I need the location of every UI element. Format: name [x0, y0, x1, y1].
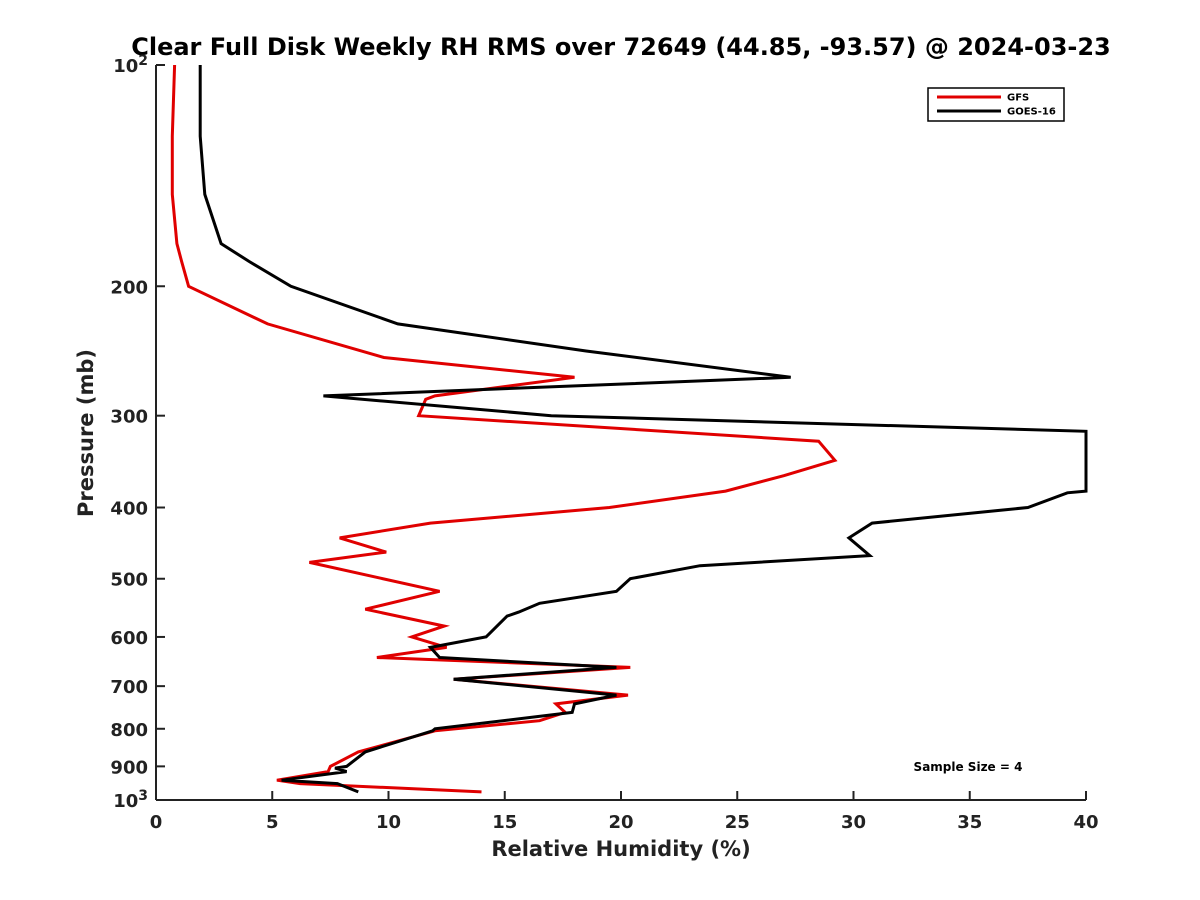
legend-label: GFS — [1007, 93, 1029, 104]
plot-area — [155, 65, 1086, 801]
chart-title: Clear Full Disk Weekly RH RMS over 72649… — [131, 33, 1111, 61]
y-tick-label: 600 — [110, 628, 148, 649]
legend: GFS GOES-16 — [927, 87, 1065, 122]
series-layer — [170, 64, 1088, 794]
x-tick-label: 5 — [266, 812, 279, 833]
x-tick-label: 15 — [492, 812, 517, 833]
x-tick-label: 35 — [957, 812, 982, 833]
y-axis-ticks: 102 200 300 400 500 600 700 800 900 103 — [110, 53, 165, 812]
x-axis-label: Relative Humidity (%) — [491, 837, 750, 861]
y-axis-label: Pressure (mb) — [74, 349, 98, 517]
x-tick-label: 25 — [725, 812, 750, 833]
x-tick-label: 20 — [608, 812, 633, 833]
x-tick-label: 30 — [841, 812, 866, 833]
x-tick-label: 40 — [1073, 812, 1098, 833]
y-tick-label: 900 — [110, 757, 148, 778]
x-axis-ticks: 0 5 10 15 20 25 30 35 40 — [150, 791, 1099, 833]
series-line-gfs — [170, 64, 838, 794]
y-tick-label: 500 — [110, 570, 148, 591]
y-tick-label: 400 — [110, 499, 148, 520]
sample-size-annotation: Sample Size = 4 — [914, 760, 1023, 774]
series-line-goes-16 — [198, 65, 1088, 794]
legend-box — [927, 87, 1065, 122]
x-tick-label: 10 — [376, 812, 401, 833]
y-tick-label: 102 — [113, 53, 148, 77]
legend-label: GOES-16 — [1007, 107, 1056, 118]
y-tick-label: 200 — [110, 277, 148, 298]
x-tick-label: 0 — [150, 812, 163, 833]
y-tick-label: 800 — [110, 720, 148, 741]
y-tick-label: 700 — [110, 677, 148, 698]
y-tick-label: 103 — [113, 788, 148, 812]
y-tick-label: 300 — [110, 407, 148, 428]
